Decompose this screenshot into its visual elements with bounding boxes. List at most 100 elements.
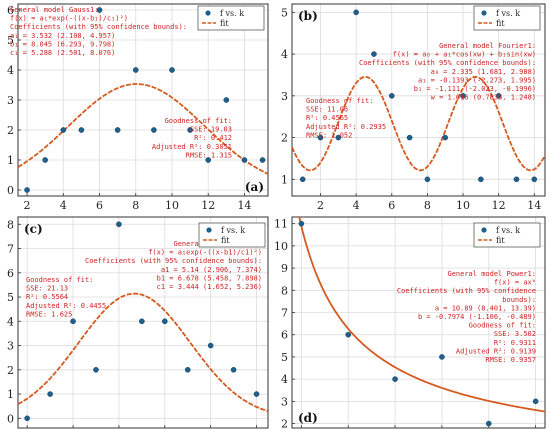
legend-box <box>473 222 541 248</box>
y-tick-label: 6 <box>7 4 14 17</box>
fit-annotation: f(x) = a₀ + a₁*cos(xw) + b₁sin(xw) <box>393 51 536 59</box>
data-point <box>259 157 266 163</box>
data-point <box>205 157 212 163</box>
fit-annotation: f(x) = a₁exp(-((x-b1)/c1)²) <box>148 249 262 257</box>
legend-label-fit: fit <box>221 236 230 245</box>
fit-annotation: a1 = 5.14 (2.906, 7.374) <box>161 266 262 274</box>
data-point <box>460 93 466 99</box>
y-tick-label: 2 <box>281 132 288 145</box>
fit-annotation: a₁ = -0.1393 (-2.273, 1.995) <box>418 76 536 84</box>
y-tick-label: 8 <box>7 218 14 231</box>
x-tick-label: 4 <box>60 199 67 212</box>
fit-annotation: Goodness of fit: <box>469 322 536 330</box>
y-tick-label: 1 <box>7 154 14 167</box>
data-point <box>78 127 85 133</box>
data-point <box>253 391 260 397</box>
panel-label: (b) <box>298 9 318 23</box>
panel-label: (d) <box>298 411 318 425</box>
fit-annotation: Adjusted R²: 0.9139 <box>456 347 536 355</box>
legend-box <box>197 5 265 31</box>
data-point <box>495 93 502 99</box>
x-tick-label: 2 <box>317 199 324 212</box>
legend-label-points: f vs. k <box>496 9 520 18</box>
fit-annotation: c1 = 3.444 (1.652, 5.236) <box>157 283 262 291</box>
fit-annotation: bounds): <box>502 296 536 304</box>
y-tick-label: 1 <box>281 173 288 186</box>
fit-annotation: SSE: 21.13 <box>26 285 68 293</box>
fit-curve <box>298 217 545 413</box>
fit-annotation: RMSE: 1.315 <box>186 151 232 159</box>
fit-annotation: b₁ = 8.045 (6.293, 9.798) <box>10 40 115 48</box>
subplot-4: 123456234567891011General model Power1:f… <box>274 216 546 429</box>
fit-annotation: w = 1.016 (0.7833, 1.248) <box>431 94 536 102</box>
data-point <box>42 157 48 163</box>
y-tick-label: 5 <box>7 34 14 47</box>
x-tick-label: 4 <box>353 199 360 212</box>
y-tick-label: 7 <box>7 243 14 256</box>
data-point <box>223 97 230 103</box>
legend-marker-points <box>206 227 212 233</box>
data-point <box>532 398 539 405</box>
x-tick-label: 10 <box>165 199 179 212</box>
data-point <box>442 134 449 141</box>
fit-annotation: RMSE: 1.625 <box>26 310 72 318</box>
data-point <box>299 176 306 183</box>
y-tick-label: 5 <box>281 6 288 19</box>
data-point <box>161 318 168 325</box>
data-point <box>531 176 538 183</box>
fit-annotation: a = 10.89 (8.401, 13.39) <box>435 304 536 312</box>
fit-annotation: f(x) = axᵇ <box>494 279 536 287</box>
fit-curve <box>18 292 268 412</box>
data-point <box>298 220 305 227</box>
data-point <box>24 187 30 193</box>
data-point <box>392 376 398 382</box>
fit-annotation: Adjusted R²: 0.3051 <box>152 143 232 151</box>
data-point <box>485 420 492 427</box>
fit-curve <box>18 83 268 175</box>
data-point <box>371 51 377 57</box>
fit-annotation: Goodness of fit: <box>26 276 93 284</box>
fit-annotation: Coefficients (with 95% confidence bounds… <box>85 257 262 265</box>
data-point <box>132 67 139 73</box>
fit-annotation: R²: 0.9311 <box>494 339 536 347</box>
fit-annotation: Coefficients (with 95% confidence bounds… <box>359 59 536 67</box>
y-tick-label: 2 <box>281 418 288 429</box>
fit-annotation: SSE: 19.03 <box>190 126 232 134</box>
y-tick-label: 4 <box>281 48 288 61</box>
axes-frame <box>291 216 546 429</box>
data-point <box>406 134 413 141</box>
legend-label-fit: fit <box>496 19 505 28</box>
data-point <box>184 366 191 373</box>
y-tick-label: 3 <box>7 340 14 353</box>
y-tick-label: 3 <box>281 90 288 103</box>
fit-annotation: R²: 0.412 <box>194 134 232 142</box>
y-tick-label: 0 <box>7 412 14 425</box>
y-tick-label: 7 <box>281 307 288 320</box>
data-point <box>513 176 520 183</box>
y-tick-label: 0 <box>7 184 14 197</box>
panel-label: (a) <box>245 180 264 194</box>
data-point <box>151 127 157 133</box>
fit-annotation: RMSE: 0.9357 <box>485 356 536 364</box>
fit-annotation: a₀ = 2.335 (1.681, 2.988) <box>431 68 536 76</box>
fit-annotation: Adjusted R²: 0.4455 <box>26 302 106 310</box>
legend-label-fit: fit <box>496 236 505 245</box>
data-point <box>60 127 67 133</box>
fit-annotation: Goodness of fit: <box>165 117 232 125</box>
fit-annotation: c₁ = 5.288 (2.501, 8.076) <box>10 49 115 57</box>
y-tick-label: 4 <box>7 315 14 328</box>
y-tick-label: 4 <box>281 373 288 386</box>
data-point <box>345 331 352 338</box>
fit-annotation: a₁ = 3.532 (2.108, 4.957) <box>10 32 115 40</box>
y-tick-label: 8 <box>281 284 288 297</box>
fit-annotation: RMSE: 1.052 <box>306 131 352 139</box>
x-tick-label: 14 <box>527 199 541 212</box>
data-point <box>187 127 193 133</box>
axes-frame <box>17 216 269 429</box>
fit-annotation: General model Fourier1: <box>439 42 536 50</box>
